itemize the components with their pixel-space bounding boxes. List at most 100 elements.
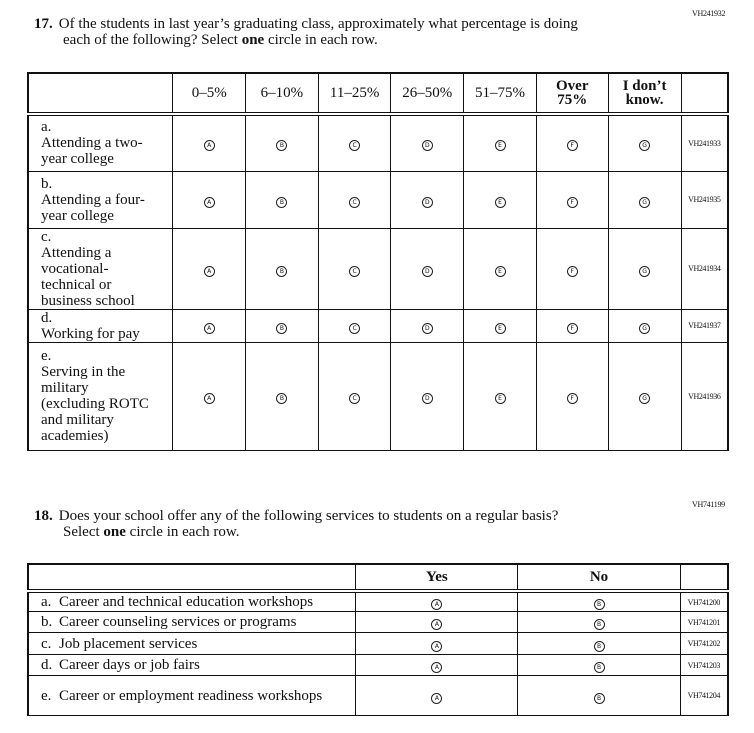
answer-bubble-a[interactable]: A xyxy=(203,265,215,277)
question-17-grid: 0–5% 6–10% 11–25% 26–50% 51–75% Over 75% I don… xyxy=(27,72,729,451)
answer-bubble-e[interactable]: E xyxy=(494,140,506,152)
answer-bubble-c[interactable]: C xyxy=(349,196,361,208)
answer-bubble-c[interactable]: C xyxy=(349,393,361,404)
row-header-blank xyxy=(27,72,174,116)
table-row: e.Serving in the military (excluding ROT… xyxy=(27,341,729,451)
answer-cell: A xyxy=(355,675,519,716)
column-header: 26–50% xyxy=(390,72,465,116)
answer-bubble-f[interactable]: F xyxy=(566,196,578,208)
answer-bubble-a[interactable]: A xyxy=(431,692,443,704)
answer-bubble-b[interactable]: B xyxy=(276,265,288,277)
answer-bubble-d[interactable]: D xyxy=(421,140,433,152)
question-code: VH741199 xyxy=(692,500,725,509)
answer-bubble-a[interactable]: A xyxy=(431,662,443,673)
answer-bubble-b[interactable]: B xyxy=(593,619,605,630)
answer-bubble-e[interactable]: E xyxy=(494,196,506,208)
answer-cell: C xyxy=(317,227,392,310)
answer-cell: B xyxy=(245,308,319,343)
answer-bubble-e[interactable]: E xyxy=(494,322,506,334)
item-code: VH741201 xyxy=(679,611,729,633)
column-header: No xyxy=(517,563,681,593)
answer-bubble-e[interactable]: E xyxy=(494,393,506,404)
answer-bubble-d[interactable]: D xyxy=(421,322,433,334)
answer-bubble-c[interactable]: C xyxy=(349,322,361,334)
answer-bubble-d[interactable]: D xyxy=(421,265,433,277)
answer-cell: G xyxy=(607,308,682,343)
answer-cell: E xyxy=(463,227,537,310)
answer-cell: E xyxy=(463,308,537,343)
answer-bubble-b[interactable]: B xyxy=(593,640,605,652)
answer-bubble-f[interactable]: F xyxy=(566,322,578,334)
item-code: VH741202 xyxy=(679,632,729,655)
answer-bubble-b[interactable]: B xyxy=(276,322,288,334)
row-label: d. Career days or job fairs xyxy=(27,654,357,676)
answer-cell: D xyxy=(390,170,465,229)
row-label: b. Career counseling services or programs xyxy=(27,611,357,633)
answer-bubble-c[interactable]: C xyxy=(349,140,361,152)
answer-cell: C xyxy=(317,170,392,229)
answer-bubble-a[interactable]: A xyxy=(203,322,215,334)
answer-bubble-g[interactable]: G xyxy=(639,140,651,152)
answer-cell: E xyxy=(463,341,537,451)
question-17-text: 17. Of the students in last year’s gradua… xyxy=(34,16,578,48)
table-row: b. Career counseling services or programs… xyxy=(27,611,729,633)
answer-cell: F xyxy=(535,308,609,343)
answer-bubble-a[interactable]: A xyxy=(431,619,443,630)
table-row: a.Attending a two-year college A B C D E F G VH2… xyxy=(27,113,729,172)
answer-bubble-a[interactable]: A xyxy=(203,140,215,152)
table-row: c. Job placement services A B VH741202 xyxy=(27,632,729,655)
answer-cell: D xyxy=(390,227,465,310)
answer-bubble-g[interactable]: G xyxy=(639,393,651,404)
answer-bubble-e[interactable]: E xyxy=(494,265,506,277)
column-header: Yes xyxy=(355,563,519,593)
answer-cell: A xyxy=(172,227,247,310)
answer-cell: G xyxy=(607,341,682,451)
answer-cell: B xyxy=(245,341,319,451)
table-row: e. Career or employment readiness worksho… xyxy=(27,675,729,716)
answer-bubble-d[interactable]: D xyxy=(421,393,433,404)
answer-bubble-b[interactable]: B xyxy=(276,196,288,208)
answer-bubble-b[interactable]: B xyxy=(593,692,605,704)
answer-bubble-a[interactable]: A xyxy=(431,640,443,652)
item-code: VH241935 xyxy=(680,170,729,229)
column-header: 11–25% xyxy=(317,72,392,116)
answer-cell: A xyxy=(172,308,247,343)
answer-cell: D xyxy=(390,308,465,343)
answer-cell: A xyxy=(172,341,247,451)
answer-bubble-g[interactable]: G xyxy=(639,265,651,277)
answer-cell: C xyxy=(317,308,392,343)
question-18-text: 18. Does your school offer any of the fol… xyxy=(34,508,559,540)
row-label: d.Working for pay xyxy=(27,308,174,343)
answer-bubble-b[interactable]: B xyxy=(276,140,288,152)
answer-bubble-b[interactable]: B xyxy=(276,393,288,404)
code-header xyxy=(680,72,729,116)
table-row: c.Attending a vocational-technical or bu… xyxy=(27,227,729,310)
answer-bubble-f[interactable]: F xyxy=(566,140,578,152)
answer-bubble-g[interactable]: G xyxy=(639,322,651,334)
answer-bubble-d[interactable]: D xyxy=(421,196,433,208)
answer-bubble-a[interactable]: A xyxy=(431,599,443,610)
answer-bubble-a[interactable]: A xyxy=(203,196,215,208)
answer-bubble-c[interactable]: C xyxy=(349,265,361,277)
answer-cell: B xyxy=(245,227,319,310)
table-row: d. Career days or job fairs A B VH741203 xyxy=(27,654,729,676)
answer-bubble-f[interactable]: F xyxy=(566,393,578,404)
item-code: VH241934 xyxy=(680,227,729,310)
answer-bubble-g[interactable]: G xyxy=(639,196,651,208)
column-header: I don’t know. xyxy=(607,72,682,116)
answer-bubble-b[interactable]: B xyxy=(593,599,605,610)
answer-bubble-b[interactable]: B xyxy=(593,662,605,673)
row-label: e. Career or employment readiness worksho… xyxy=(27,675,357,716)
column-header: Over 75% xyxy=(535,72,609,116)
answer-cell: F xyxy=(535,170,609,229)
table-row: d.Working for pay A B C D E F G VH241937 xyxy=(27,308,729,343)
answer-cell: B xyxy=(517,611,681,633)
answer-cell: D xyxy=(390,341,465,451)
answer-bubble-a[interactable]: A xyxy=(203,393,215,404)
column-header: 0–5% xyxy=(172,72,247,116)
answer-cell: A xyxy=(172,170,247,229)
answer-cell: B xyxy=(517,654,681,676)
answer-bubble-f[interactable]: F xyxy=(566,265,578,277)
row-label: b.Attending a four-year college xyxy=(27,170,174,229)
answer-cell: F xyxy=(535,341,609,451)
